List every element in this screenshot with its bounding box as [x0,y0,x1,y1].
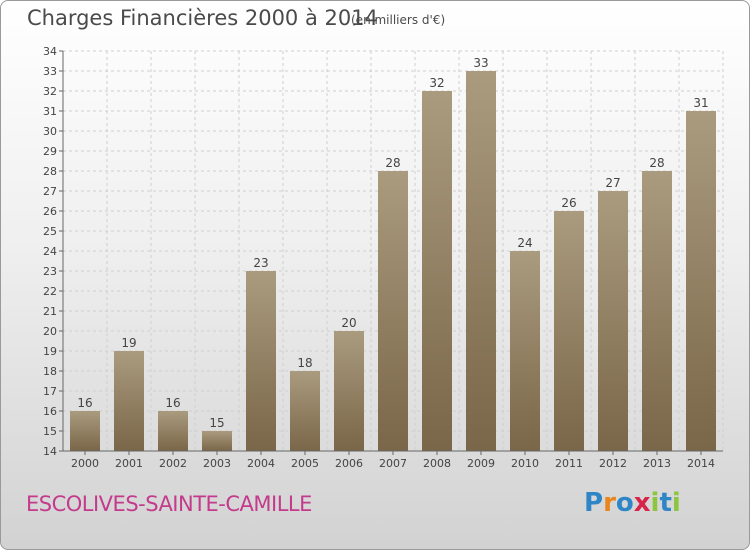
bars [70,71,716,451]
data-labels: 16 19 16 15 23 18 20 28 32 33 24 26 27 28 31 [77,56,708,430]
bar [642,171,672,451]
x-tick-label: 2004 [247,457,275,470]
y-tick-label: 23 [43,265,57,278]
data-label: 20 [341,316,356,330]
bar [554,211,584,451]
bar [510,251,540,451]
logo-letter: t [659,488,672,518]
y-tick-label: 32 [43,85,57,98]
bar [334,331,364,451]
data-label: 18 [297,356,312,370]
y-tick-label: 27 [43,185,57,198]
logo-letter: i [671,488,681,518]
bar [686,111,716,451]
data-label: 15 [209,416,224,430]
y-tick-label: 19 [43,345,57,358]
y-tick-label: 21 [43,305,57,318]
x-tick-label: 2006 [335,457,363,470]
y-tick-label: 34 [43,45,57,58]
x-tick-label: 2000 [71,457,99,470]
data-label: 16 [77,396,92,410]
x-tick-label: 2005 [291,457,319,470]
bar [598,191,628,451]
data-label: 28 [649,156,664,170]
data-label: 27 [605,176,620,190]
x-tick-label: 2003 [203,457,231,470]
x-tick-label: 2013 [643,457,671,470]
y-tick-label: 33 [43,65,57,78]
x-tick-label: 2012 [599,457,627,470]
y-tick-label: 22 [43,285,57,298]
bar [70,411,100,451]
logo-letter: i [650,488,660,518]
y-tick-label: 31 [43,105,57,118]
proxiti-logo: Proxiti [584,488,681,518]
logo-letter: o [615,488,634,518]
x-tick-label: 2014 [687,457,715,470]
data-label: 16 [165,396,180,410]
bar [158,411,188,451]
y-tick-label: 26 [43,205,57,218]
logo-letter: r [603,488,616,518]
data-label: 28 [385,156,400,170]
data-label: 33 [473,56,488,70]
y-tick-label: 29 [43,145,57,158]
logo-letter: x [633,488,651,518]
bar [114,351,144,451]
x-tick-label: 2010 [511,457,539,470]
y-tick-label: 16 [43,405,57,418]
y-tick-label: 25 [43,225,57,238]
y-tick-label: 20 [43,325,57,338]
x-tick-label: 2011 [555,457,583,470]
y-tick-label: 14 [43,445,57,458]
y-tick-label: 15 [43,425,57,438]
data-label: 32 [429,76,444,90]
x-tick-label: 2008 [423,457,451,470]
bar [422,91,452,451]
y-tick-label: 28 [43,165,57,178]
y-tick-label: 24 [43,245,57,258]
bar [202,431,232,451]
bar [246,271,276,451]
x-tick-label: 2009 [467,457,495,470]
x-tick-label: 2001 [115,457,143,470]
y-tick-label: 30 [43,125,57,138]
bar [466,71,496,451]
x-tick-label: 2002 [159,457,187,470]
bar [290,371,320,451]
data-label: 24 [517,236,532,250]
y-axis: 14 15 16 17 18 19 20 21 22 23 24 25 26 27 28 29 30 31 32 33… [43,45,64,458]
data-label: 31 [693,96,708,110]
chart-title: Charges Financières 2000 à 2014 [27,6,378,30]
x-tick-label: 2007 [379,457,407,470]
y-tick-label: 17 [43,385,57,398]
bar [378,171,408,451]
y-tick-label: 18 [43,365,57,378]
data-label: 19 [121,336,136,350]
logo-letter: P [584,488,604,518]
data-label: 26 [561,196,576,210]
x-axis: 2000 2001 2002 2003 2004 2005 2006 2007 2008 2009… [63,450,723,470]
commune-name: ESCOLIVES-SAINTE-CAMILLE [26,492,312,516]
data-label: 23 [253,256,268,270]
unit-note: (en milliers d'€) [351,13,446,27]
